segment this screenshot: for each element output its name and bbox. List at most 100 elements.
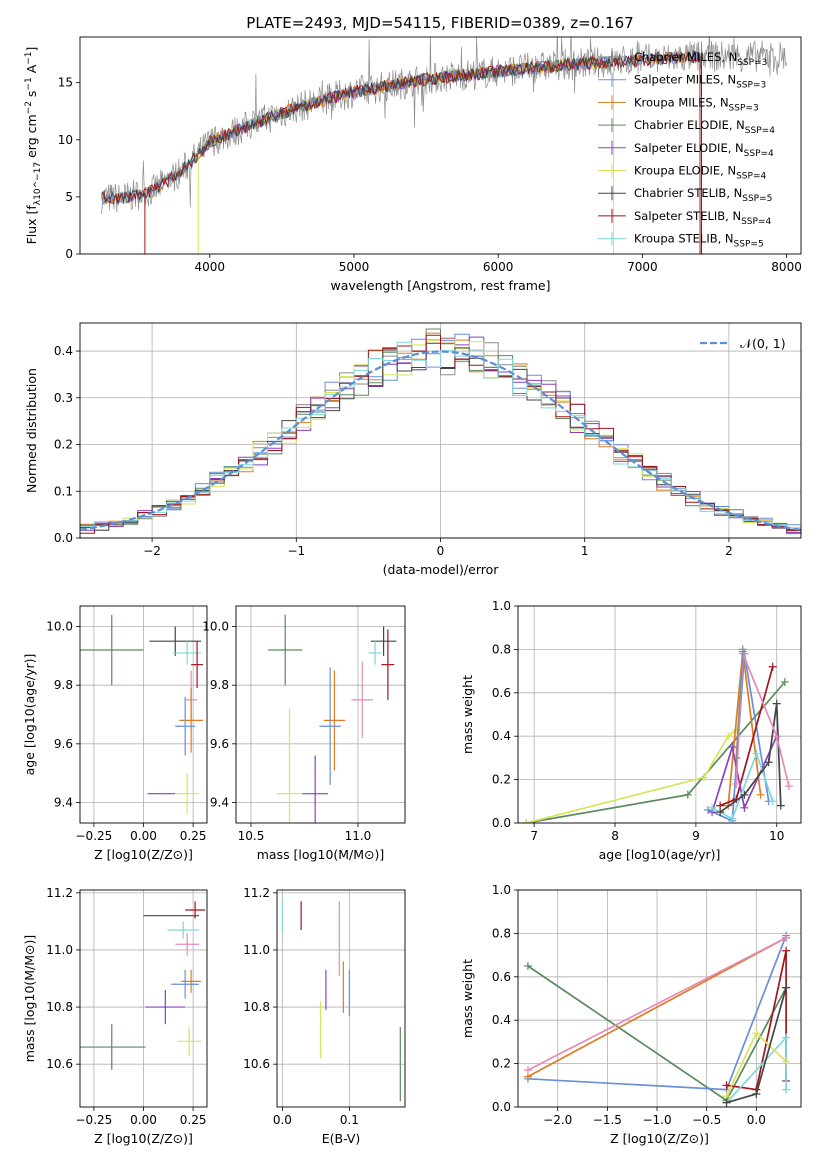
series-marker: [752, 1029, 761, 1038]
series-line: [735, 653, 790, 787]
x-tick-label: 0.1: [340, 1113, 359, 1127]
plot-area: [522, 645, 793, 823]
y-tick-label: 0: [65, 247, 73, 261]
legend-label: Chabrier STELIB, NSSP=5​: [634, 186, 772, 204]
y-tick-label: 9.8: [210, 678, 229, 692]
series-marker: [764, 758, 773, 767]
x-tick-label: −1: [287, 544, 305, 558]
series-marker: [722, 1098, 731, 1107]
legend: 𝒩(0, 1): [700, 336, 786, 351]
data-point: [181, 969, 202, 993]
plot-area: [80, 328, 801, 535]
series-marker: [776, 801, 785, 810]
histogram-kroupa-stelib: [80, 341, 801, 529]
data-point: [173, 641, 202, 665]
plot-area: [281, 898, 401, 1102]
series-marker: [782, 1085, 791, 1094]
spectrum-line-salpeter-miles: [101, 50, 701, 206]
x-tick-label: −2: [143, 544, 161, 558]
axes-frame: [79, 36, 802, 255]
series-marker: [522, 819, 531, 823]
x-tick-label: 10.5: [238, 829, 265, 843]
series-marker: [752, 1089, 761, 1098]
series-marker: [756, 790, 765, 799]
series-marker: [784, 782, 793, 791]
y-tick-label: 0.3: [54, 391, 73, 405]
series-marker: [699, 773, 708, 782]
series-marker: [722, 1081, 731, 1090]
legend: Chabrier MILES, NSSP=3​ Salpeter MILES, N…: [598, 50, 775, 250]
x-tick-label: 10: [769, 829, 784, 843]
data-point: [145, 989, 186, 1025]
data-point: [381, 629, 395, 700]
y-tick-label: 9.4: [210, 795, 229, 809]
plot-area: [80, 901, 206, 1070]
y-tick-label: 10: [58, 133, 73, 147]
legend-label: Kroupa MILES, NSSP=3​: [634, 95, 759, 113]
x-tick-label: 7000: [627, 260, 658, 274]
x-axis-label: wavelength [Angstrom, rest frame]: [330, 278, 550, 293]
x-tick-label: 0.0: [273, 1113, 292, 1127]
x-tick-label: 0.00: [130, 829, 157, 843]
series-marker: [782, 1057, 791, 1066]
series-line: [527, 936, 787, 1071]
data-point: [167, 921, 200, 939]
series-line: [527, 936, 787, 1078]
y-axis-label: Flux [fλ10^−17​ erg cm−2​ s−1​ A−1​]: [24, 47, 43, 245]
series-marker: [523, 1066, 532, 1075]
data-point: [80, 1024, 146, 1070]
y-tick-label: 0.4: [54, 344, 73, 358]
series-marker: [780, 677, 789, 686]
x-tick-label: 8000: [771, 260, 802, 274]
y-axis-label: mass weight: [460, 959, 475, 1038]
spectrum-line-salpeter-stelib: [101, 51, 701, 254]
y-axis-label: mass [log10(M/M⊙)]: [22, 935, 37, 1063]
y-tick-label: 15: [58, 76, 73, 90]
x-tick-label: 4000: [195, 260, 226, 274]
axes-frame: [276, 889, 406, 1108]
y-tick-label: 11.0: [243, 943, 270, 957]
legend-label: Kroupa STELIB, NSSP=5​: [634, 232, 764, 250]
series-marker: [728, 743, 737, 752]
series-marker: [732, 779, 741, 788]
y-tick-label: 1.0: [492, 883, 511, 897]
normal-curve: [80, 350, 801, 531]
data-point: [177, 1027, 202, 1056]
series-marker: [683, 790, 692, 799]
x-tick-label: 5000: [339, 260, 370, 274]
series-marker: [782, 946, 791, 955]
y-tick-label: 9.4: [54, 795, 73, 809]
y-tick-label: 0.0: [54, 531, 73, 545]
axes-frame: [235, 605, 406, 824]
data-point: [175, 773, 200, 815]
x-tick-label: −2.0: [543, 1113, 572, 1127]
panel-mass_vs_z: −0.25 0.00 0.25 10.6 10.8 11.0 11.2 Z [log10(Z/…: [22, 886, 208, 1146]
series-marker: [782, 933, 791, 942]
y-tick-label: 0.4: [492, 1013, 511, 1027]
data-point: [179, 688, 204, 753]
x-tick-label: −0.25: [76, 829, 113, 843]
data-point: [368, 641, 382, 665]
data-point: [302, 755, 328, 823]
panel-mass_vs_ebv: 0.0 0.1 10.6 10.8 11.0 11.2 E(B-V): [243, 886, 406, 1146]
y-tick-label: 0.2: [54, 438, 73, 452]
x-tick-label: 0.00: [130, 1113, 157, 1127]
y-tick-label: 9.6: [54, 737, 73, 751]
x-tick-label: −0.5: [692, 1113, 721, 1127]
y-tick-label: 0.8: [492, 642, 511, 656]
x-tick-label: −1.0: [642, 1113, 671, 1127]
y-tick-label: 11.0: [46, 943, 73, 957]
panel-age_vs_mass: 10.5 11.0 9.4 9.6 9.8 10.0 mass [log10(M/M⊙)]: [202, 605, 406, 862]
panel-weight_vs_age: 7 8 9 10 0.0 0.2 0.4 0.6 0.8 1.0 age [log10(age/yr…: [460, 599, 802, 862]
series-marker: [523, 961, 532, 970]
x-axis-label: E(B-V): [322, 1131, 361, 1146]
series-marker: [772, 732, 781, 741]
panel-age_vs_z: −0.25 0.00 0.25 9.4 9.6 9.8 10.0 Z [log10(Z/Z⊙)…: [22, 605, 208, 862]
series-marker: [704, 805, 713, 814]
y-tick-label: 9.8: [54, 678, 73, 692]
axes-frame: [517, 605, 802, 824]
series-line: [711, 751, 774, 820]
data-point: [323, 670, 346, 771]
panel-spectrum: 4000 5000 6000 7000 8000 0 5 10 15 wavelength [An…: [24, 36, 802, 293]
